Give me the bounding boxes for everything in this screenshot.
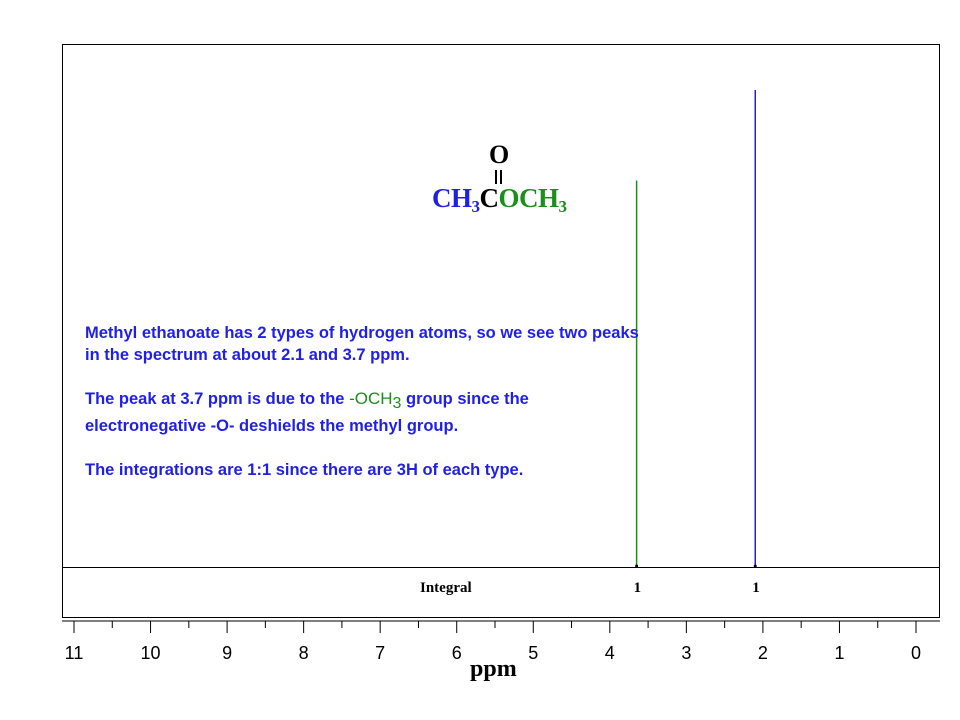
integral-divider [62,567,940,568]
x-tick-label: 7 [375,643,385,663]
formula-part-ch3: CH3 [432,183,480,216]
x-tick-label: 8 [299,643,309,663]
integral-value: 1 [633,580,642,596]
x-axis-title: ppm [470,656,517,682]
x-tick-label: 9 [222,643,232,663]
x-tick-label: 11 [65,643,84,663]
explanation-text: Methyl ethanoate has 2 types of hydrogen… [85,322,645,503]
molecule-formula: CH3COCH3 [432,183,567,217]
note-paragraph-3: The integrations are 1:1 since there are… [85,461,524,479]
x-tick-label: 4 [605,643,615,663]
x-tick-label: 3 [681,643,691,663]
peak-base-marker [753,564,757,568]
spectrum-frame [62,44,940,618]
carbonyl-oxygen-label: O [489,140,510,169]
formula-part-c: C [479,183,500,213]
note-paragraph-2: The peak at 3.7 ppm is due to the -OCH3 … [85,389,529,435]
integral-value: 1 [752,580,760,596]
x-tick-label: 2 [758,643,768,663]
och3-group-label: -OCH3 [349,389,402,412]
x-tick-label: 6 [452,643,462,663]
molecule-structure: O CH3COCH3 [432,140,602,230]
formula-part-och3: OCH3 [498,183,568,216]
peak-base-marker [635,564,639,568]
x-tick-label: 10 [141,643,161,663]
x-tick-label: 0 [911,643,921,663]
x-tick-label: 1 [834,643,844,663]
note-paragraph-1: Methyl ethanoate has 2 types of hydrogen… [85,324,639,364]
peaks [635,90,757,568]
double-bond-icon [495,170,502,184]
x-tick-label: 5 [528,643,538,663]
x-axis: 11 10 9 8 7 6 5 4 3 2 1 0 [62,620,940,663]
integral-label: Integral [420,580,472,596]
